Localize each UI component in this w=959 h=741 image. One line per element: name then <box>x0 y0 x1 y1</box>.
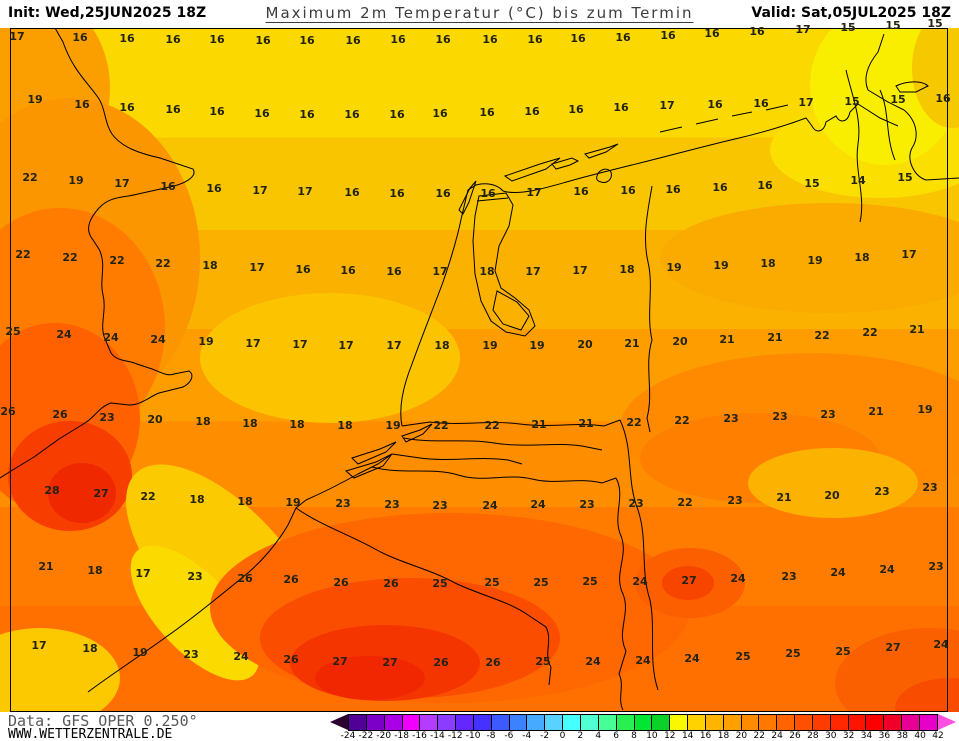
init-label: Init: Wed,25JUN2025 18Z <box>8 5 207 21</box>
colorbar-segment <box>437 715 456 730</box>
colorbar-tick-label: 26 <box>789 731 801 741</box>
colorbar-segment <box>847 715 866 730</box>
colorbar-segment <box>669 715 688 730</box>
colorbar-tick-label: 28 <box>807 731 819 741</box>
colorbar-tick-label: -6 <box>504 731 514 741</box>
colorbar-tick-label: -24 <box>340 731 356 741</box>
colorbar-segment <box>615 715 634 730</box>
colorbar-segment <box>776 715 795 730</box>
colorbar-tick-label: 8 <box>631 731 637 741</box>
colorbar-tick-label: 10 <box>646 731 658 741</box>
colorbar-tick-label: 14 <box>681 731 694 741</box>
colorbar-tick-label: -16 <box>412 731 427 741</box>
colorbar-tick-label: 20 <box>735 731 748 741</box>
colorbar-segment <box>597 715 616 730</box>
colorbar-tick-label: 32 <box>842 731 855 741</box>
colorbar-segment <box>740 715 759 730</box>
map-frame <box>10 28 948 712</box>
website-label: WWW.WETTERZENTRALE.DE <box>8 727 173 741</box>
colorbar-segment <box>651 715 670 730</box>
colorbar-tick-label: 36 <box>878 731 891 741</box>
colorbar-tick-label: 30 <box>824 731 837 741</box>
map-title: Maximum 2m Temperatur (°C) bis zum Termi… <box>265 4 694 22</box>
colorbar-left-arrow <box>330 714 348 730</box>
colorbar-segment <box>633 715 652 730</box>
colorbar-segment <box>687 715 705 730</box>
colorbar-labels: -24 -22 -20 -18 -16 -14 -12 -10 -8 -6 -4 -2 0 2 4 6 8 10 1… <box>0 731 959 741</box>
colorbar-segment <box>508 715 527 730</box>
colorbar-segment <box>455 715 473 730</box>
colorbar-tick-label: -18 <box>394 731 409 741</box>
colorbar-segment <box>901 715 919 730</box>
colorbar-tick-label: 40 <box>914 731 926 741</box>
colorbar-tick-label: 2 <box>577 731 584 741</box>
colorbar-segment <box>526 715 545 730</box>
colorbar-tick-label: -10 <box>465 731 481 741</box>
header: Init: Wed,25JUN2025 18Z Maximum 2m Tempe… <box>0 0 959 28</box>
colorbar-segment <box>829 715 848 730</box>
colorbar-tick-label: -14 <box>430 731 445 741</box>
data-source-label: Data: GFS OPER 0.250° <box>8 712 198 730</box>
colorbar-tick-label: 12 <box>664 731 676 741</box>
rivers-and-borders <box>295 69 896 711</box>
colorbar-tick-label: 34 <box>860 731 873 741</box>
coastlines <box>0 27 959 693</box>
colorbar-segment <box>383 715 402 730</box>
colorbar-segment <box>544 715 563 730</box>
colorbar-tick-label: -20 <box>376 731 392 741</box>
colorbar-segment <box>401 715 420 730</box>
colorbar-tick-label: 42 <box>932 731 944 741</box>
colorbar-segment <box>811 715 830 730</box>
colorbar-tick-label: 0 <box>559 731 566 741</box>
colorbar-tick-label: 38 <box>896 731 908 741</box>
colorbar-segment <box>419 715 438 730</box>
colorbar-segment <box>883 715 902 730</box>
colorbar-tick-label: 18 <box>717 731 730 741</box>
colorbar-segment <box>758 715 777 730</box>
colorbar-tick-label: 4 <box>595 731 602 741</box>
colorbar-segment <box>704 715 723 730</box>
colorbar-segment <box>472 715 491 730</box>
colorbar-tick-label: -8 <box>486 731 496 741</box>
colorbar-right-arrow <box>938 714 956 730</box>
colorbar-segments <box>348 714 938 731</box>
colorbar-tick-label: 24 <box>771 731 783 741</box>
colorbar-tick-label: -22 <box>358 731 374 741</box>
colorbar-segment <box>865 715 884 730</box>
colorbar-segment <box>490 715 509 730</box>
colorbar-segment <box>794 715 812 730</box>
valid-label: Valid: Sat,05JUL2025 18Z <box>751 5 951 21</box>
colorbar-segment <box>722 715 741 730</box>
colorbar-tick-label: 16 <box>699 731 712 741</box>
colorbar-segment <box>365 715 384 730</box>
colorbar-segment <box>562 715 580 730</box>
colorbar-segment <box>349 715 366 730</box>
colorbar-tick-label: 22 <box>753 731 765 741</box>
colorbar-tick-label: -2 <box>540 731 550 741</box>
colorbar-tick-label: -4 <box>522 731 532 741</box>
colorbar-tick-label: -12 <box>447 731 463 741</box>
colorbar-segment <box>919 715 937 730</box>
colorbar-segment <box>579 715 598 730</box>
colorbar-tick-label: 6 <box>613 731 620 741</box>
